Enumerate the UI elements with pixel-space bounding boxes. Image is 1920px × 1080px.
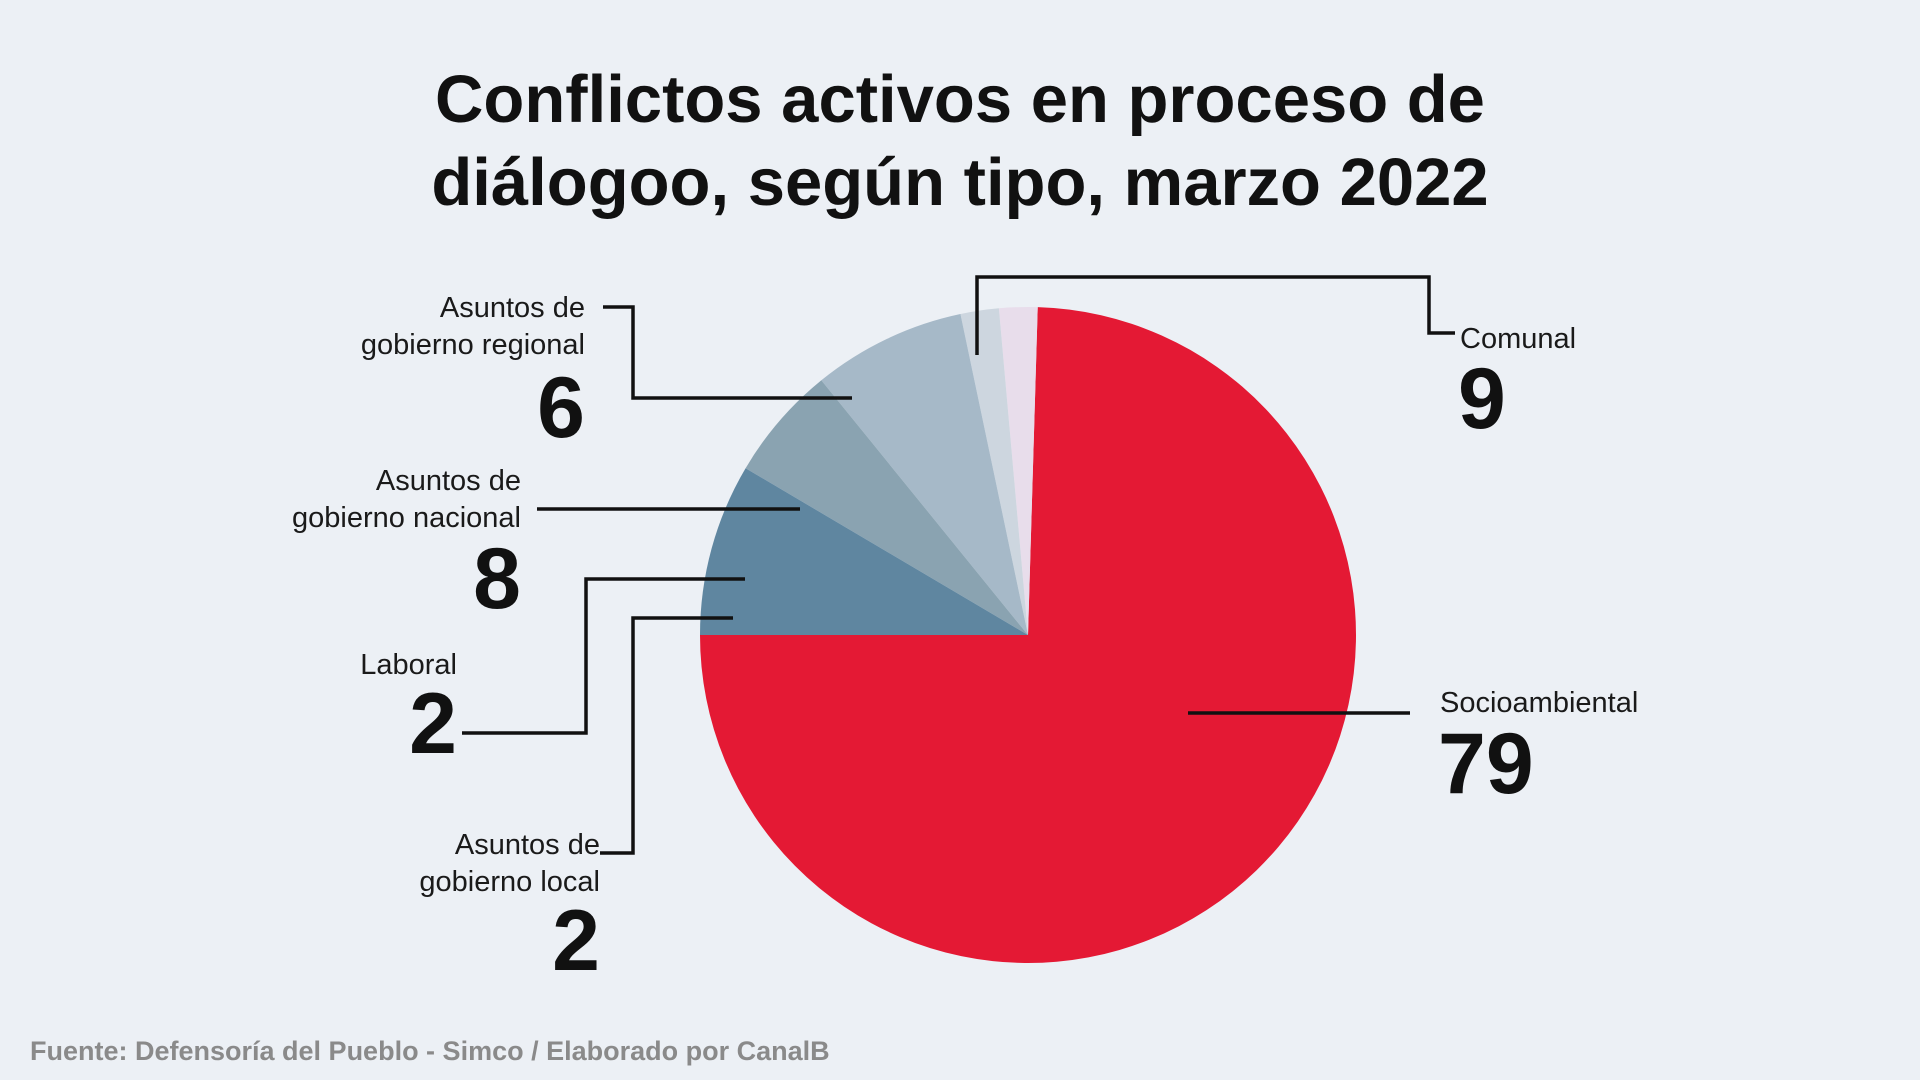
slice-value-4: 6 [537, 360, 585, 456]
slice-value-1: 2 [552, 893, 600, 989]
slice-label-4-line-0: Asuntos de [440, 292, 585, 324]
pie-slice-4 [745, 380, 1028, 635]
slice-label-3-line-1: gobierno nacional [292, 502, 521, 534]
pie-slices [700, 306, 1356, 963]
pie-slice-1 [998, 306, 1038, 635]
slice-label-2-line-0: Laboral [360, 649, 457, 681]
chart-title-line-1: Conflictos activos en proceso de [435, 62, 1485, 137]
slice-label-0-line-0: Socioambiental [1440, 687, 1638, 719]
slice-label-1-line-0: Asuntos de [455, 829, 600, 861]
pie-slice-2 [960, 308, 1028, 635]
leader-line-4 [603, 305, 852, 400]
slice-label-1-line-1: gobierno local [419, 866, 600, 898]
slice-label-5-line-0: Comunal [1460, 323, 1576, 355]
chart-title-line-2: diálogoo, según tipo, marzo 2022 [431, 145, 1488, 220]
leader-lines [462, 275, 1455, 855]
pie-slice-3 [821, 314, 1028, 635]
pie-slice-0 [700, 307, 1356, 963]
slice-value-0: 79 [1438, 716, 1534, 812]
leader-line-1 [600, 616, 733, 855]
slice-label-4-line-1: gobierno regional [361, 329, 585, 361]
leader-line-5 [975, 275, 1455, 355]
slice-label-3-line-0: Asuntos de [376, 465, 521, 497]
slice-value-5: 9 [1458, 351, 1506, 447]
slice-value-2: 2 [409, 676, 457, 772]
slice-value-3: 8 [473, 531, 521, 627]
leader-line-2 [462, 577, 745, 735]
source-note: Fuente: Defensoría del Pueblo - Simco / … [30, 1036, 830, 1066]
